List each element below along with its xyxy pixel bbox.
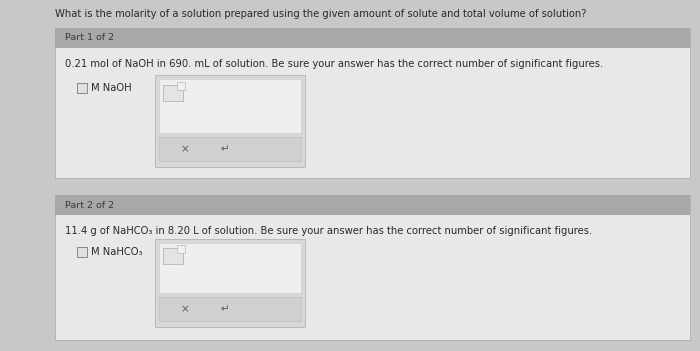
Bar [159,137,301,161]
Text: Part 2 of 2: Part 2 of 2 [65,200,114,210]
Bar [163,248,183,264]
Bar [155,239,305,327]
Text: ×: × [181,304,190,314]
Bar [55,195,690,340]
Bar [55,28,690,178]
Bar [55,195,690,215]
Text: 11.4 g of NaHCO₃ in 8.20 L of solution. Be sure your answer has the correct numb: 11.4 g of NaHCO₃ in 8.20 L of solution. … [65,226,592,236]
Bar [55,28,690,48]
Text: What is the molarity of a solution prepared using the given amount of solute and: What is the molarity of a solution prepa… [55,9,587,19]
Bar [77,247,87,257]
Bar [163,85,183,101]
Text: 0.21 mol of NaOH in 690. mL of solution. Be sure your answer has the correct num: 0.21 mol of NaOH in 690. mL of solution.… [65,59,603,69]
Text: ×: × [181,144,190,154]
Bar [159,297,301,321]
Bar [177,82,185,90]
Bar [177,245,185,253]
Text: M NaHCO₃: M NaHCO₃ [91,247,143,257]
Text: Part 1 of 2: Part 1 of 2 [65,33,114,42]
Bar [155,75,305,167]
Text: ↵: ↵ [220,304,230,314]
Bar [159,243,301,293]
Bar [159,79,301,133]
Text: M NaOH: M NaOH [91,83,132,93]
Text: ↵: ↵ [220,144,230,154]
Bar [77,83,87,93]
Bar [0,0,700,27]
